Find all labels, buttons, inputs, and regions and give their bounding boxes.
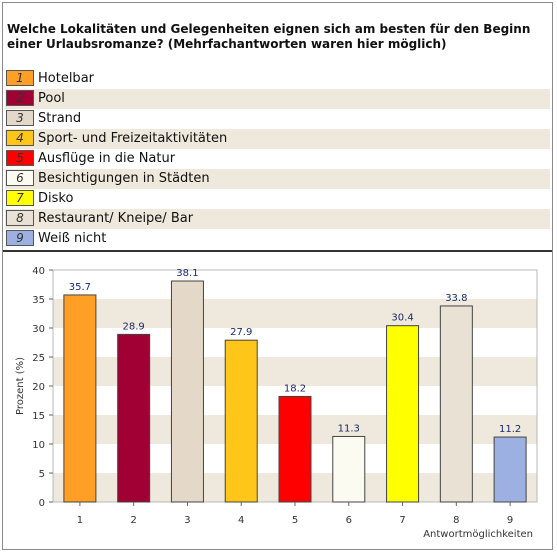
bar-value-label: 28.9	[123, 321, 145, 332]
x-axis-label: Antwortmöglichkeiten	[423, 529, 533, 540]
y-tick-label: 5	[39, 469, 45, 480]
bar	[117, 333, 151, 503]
legend-item: 3 Strand	[5, 109, 550, 129]
x-tick-label: 2	[130, 515, 136, 526]
x-tick-label: 7	[399, 515, 405, 526]
legend-label: Pool	[38, 91, 65, 106]
y-tick-label: 35	[32, 295, 45, 306]
legend-swatch: 9	[6, 230, 34, 246]
legend-swatch: 6	[6, 170, 34, 186]
legend-item: 9 Weiß nicht	[5, 229, 550, 249]
legend-label: Sport- und Freizeitaktivitäten	[38, 131, 228, 146]
legend-swatch: 8	[6, 210, 34, 226]
bar	[493, 436, 527, 503]
y-tick-label: 25	[32, 353, 45, 364]
x-tick-label: 5	[292, 515, 298, 526]
bar-value-label: 27.9	[230, 327, 252, 338]
legend-swatch: 2	[6, 90, 34, 106]
bar	[278, 395, 312, 503]
legend-label: Disko	[38, 191, 74, 206]
legend-item: 8 Restaurant/ Kneipe/ Bar	[5, 209, 550, 229]
x-tick-label: 3	[184, 515, 190, 526]
legend-label: Besichtigungen in Städten	[38, 171, 210, 186]
bar-value-label: 11.3	[338, 423, 360, 434]
legend-item: 7 Disko	[5, 189, 550, 209]
x-tick-label: 8	[453, 515, 459, 526]
legend: 1 Hotelbar 2 Pool 3 Strand 4 Sport- und Freizei…	[5, 69, 550, 249]
y-tick-label: 40	[32, 266, 45, 277]
legend-item: 6 Besichtigungen in Städten	[5, 169, 550, 189]
bar	[63, 294, 97, 503]
legend-label: Restaurant/ Kneipe/ Bar	[38, 211, 194, 226]
legend-swatch: 3	[6, 110, 34, 126]
bar	[386, 325, 420, 503]
legend-swatch: 7	[6, 190, 34, 206]
y-tick-label: 20	[32, 382, 45, 393]
legend-label: Weiß nicht	[38, 231, 107, 246]
bar-value-label: 18.2	[284, 383, 306, 394]
legend-item: 2 Pool	[5, 89, 550, 109]
x-tick-label: 4	[238, 515, 244, 526]
bar	[170, 280, 204, 503]
legend-label: Hotelbar	[38, 71, 94, 86]
y-tick-label: 30	[32, 324, 45, 335]
x-tick-label: 9	[507, 515, 513, 526]
y-tick-label: 10	[32, 440, 45, 451]
legend-item: 1 Hotelbar	[5, 69, 550, 89]
question-text: Welche Lokalitäten und Gelegenheiten eig…	[7, 22, 531, 51]
legend-label: Ausflüge in die Natur	[38, 151, 176, 166]
bar	[439, 305, 473, 503]
bar	[224, 339, 258, 503]
bar-value-label: 38.1	[176, 268, 198, 279]
legend-label: Strand	[38, 111, 82, 126]
legend-item: 4 Sport- und Freizeitaktivitäten	[5, 129, 550, 149]
y-tick-label: 15	[32, 411, 45, 422]
legend-swatch: 1	[6, 70, 34, 86]
x-tick-label: 6	[346, 515, 352, 526]
legend-swatch: 5	[6, 150, 34, 166]
bar-value-label: 33.8	[445, 293, 467, 304]
y-tick-label: 0	[39, 498, 45, 509]
y-axis-label: Prozent (%)	[15, 357, 26, 415]
divider	[3, 250, 552, 252]
bar-value-label: 35.7	[69, 282, 91, 293]
bar-value-label: 11.2	[499, 424, 521, 435]
bar-value-label: 30.4	[391, 313, 413, 324]
legend-swatch: 4	[6, 130, 34, 146]
x-tick-label: 1	[77, 515, 83, 526]
bar	[332, 435, 366, 503]
legend-item: 5 Ausflüge in die Natur	[5, 149, 550, 169]
